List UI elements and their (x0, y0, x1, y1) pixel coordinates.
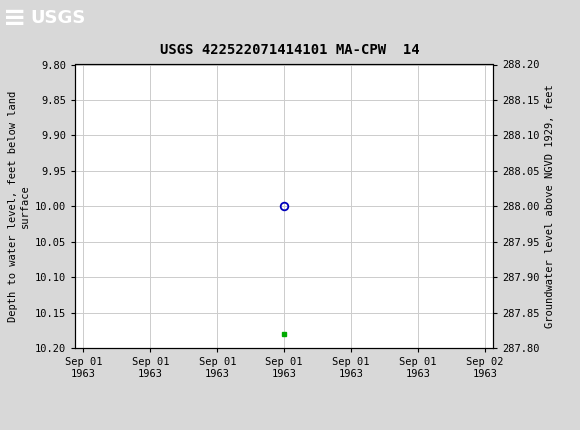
Y-axis label: Groundwater level above NGVD 1929, feet: Groundwater level above NGVD 1929, feet (545, 85, 555, 328)
Text: USGS 422522071414101 MA-CPW  14: USGS 422522071414101 MA-CPW 14 (160, 43, 420, 57)
Text: ≡: ≡ (3, 4, 26, 32)
Text: USGS: USGS (30, 9, 85, 27)
Y-axis label: Depth to water level, feet below land
surface: Depth to water level, feet below land su… (8, 91, 30, 322)
